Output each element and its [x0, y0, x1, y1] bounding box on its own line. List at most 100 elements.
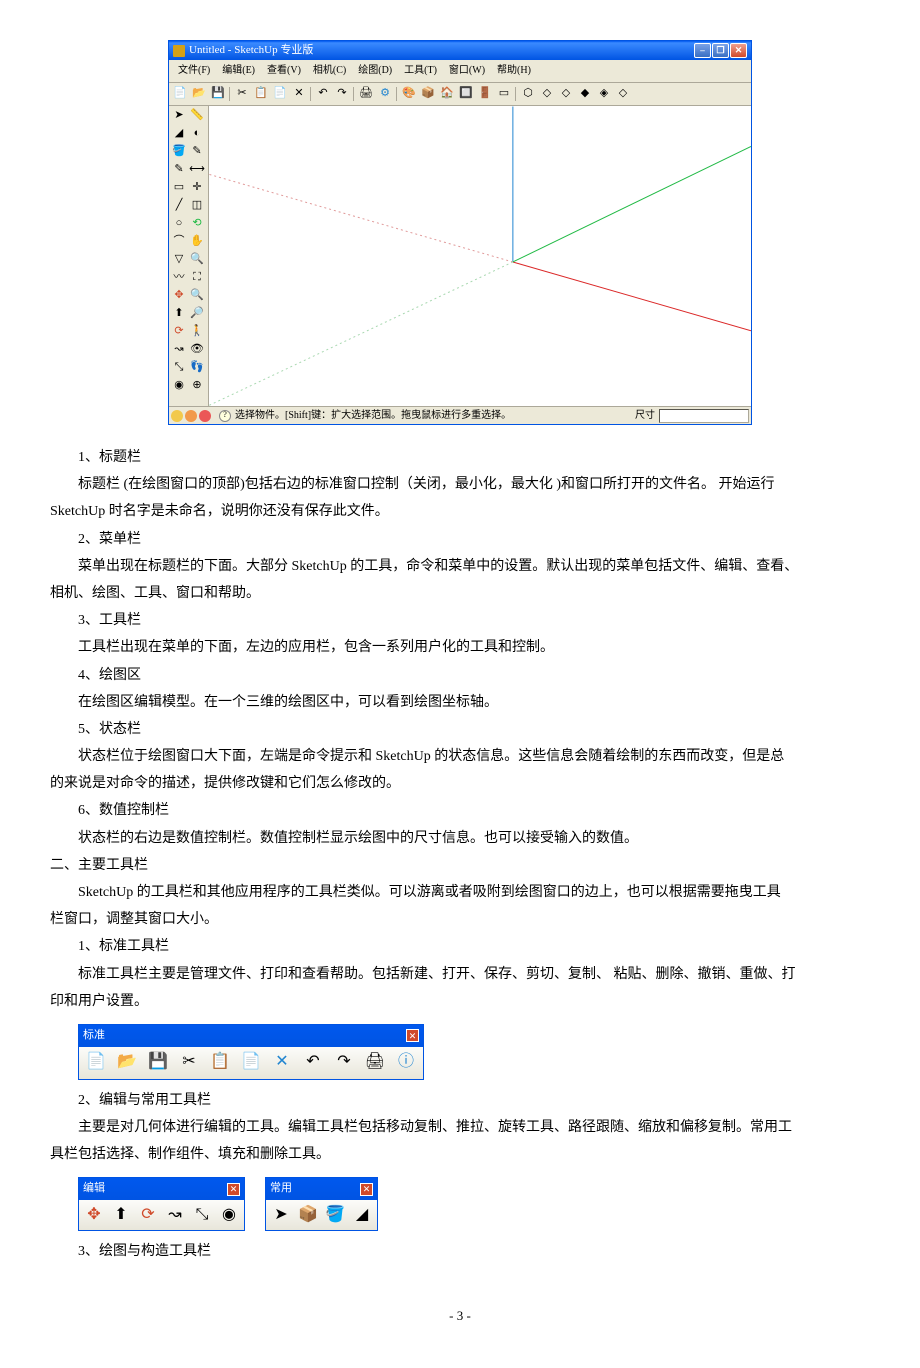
- info-icon[interactable]: ⓘ: [391, 1049, 421, 1077]
- view-icon[interactable]: ◇: [614, 85, 632, 103]
- copy-icon[interactable]: 📋: [205, 1049, 235, 1077]
- cut-icon[interactable]: ✂: [174, 1049, 204, 1077]
- cut-icon[interactable]: ✂: [233, 85, 251, 103]
- menu-draw[interactable]: 绘图(D): [353, 61, 397, 81]
- walk-icon[interactable]: 🚶: [188, 323, 206, 341]
- move-icon[interactable]: ✥: [170, 287, 188, 305]
- zoom-icon[interactable]: 🔍: [188, 251, 206, 269]
- rect-icon[interactable]: ▭: [170, 179, 188, 197]
- measure-input[interactable]: [659, 409, 749, 423]
- section-icon[interactable]: ◫: [188, 197, 206, 215]
- undo-icon[interactable]: ↶: [298, 1049, 328, 1077]
- layer-icon[interactable]: ▭: [495, 85, 513, 103]
- protractor-icon[interactable]: ◐: [188, 125, 206, 143]
- paste-icon[interactable]: 📄: [236, 1049, 266, 1077]
- paint-icon[interactable]: 🪣: [322, 1202, 348, 1228]
- zoom-ext-icon[interactable]: ⛶: [188, 269, 206, 287]
- new-icon[interactable]: 📄: [171, 85, 189, 103]
- look-icon[interactable]: 👁: [188, 341, 206, 359]
- follow-icon[interactable]: ↝: [162, 1202, 188, 1228]
- paste-icon[interactable]: 📄: [271, 85, 289, 103]
- redo-icon[interactable]: ↷: [329, 1049, 359, 1077]
- toolbar-title: 编辑: [83, 1179, 105, 1199]
- menu-window[interactable]: 窗口(W): [444, 61, 490, 81]
- tape-icon[interactable]: 📏: [188, 107, 206, 125]
- circle-icon[interactable]: ○: [170, 215, 188, 233]
- side-icon[interactable]: ◆: [576, 85, 594, 103]
- line-icon[interactable]: ╱: [170, 197, 188, 215]
- freehand-icon[interactable]: 〰: [170, 269, 188, 287]
- save-icon[interactable]: 💾: [143, 1049, 173, 1077]
- paint-icon[interactable]: 🎨: [400, 85, 418, 103]
- next-icon[interactable]: 🔎: [188, 305, 206, 323]
- follow-icon[interactable]: ↝: [170, 341, 188, 359]
- eraser-icon[interactable]: ◢: [170, 125, 188, 143]
- redo-icon[interactable]: ↷: [333, 85, 351, 103]
- document-body: 1、标题栏 标题栏 (在绘图窗口的顶部)包括右边的标准窗口控制（关闭，最小化，最…: [50, 445, 870, 1264]
- home-icon[interactable]: 🏠: [438, 85, 456, 103]
- copy-icon[interactable]: 📋: [252, 85, 270, 103]
- door-icon[interactable]: 🚪: [476, 85, 494, 103]
- top-icon[interactable]: ◇: [538, 85, 556, 103]
- open-icon[interactable]: 📂: [190, 85, 208, 103]
- menu-file[interactable]: 文件(F): [173, 61, 215, 81]
- status-dot-3[interactable]: [199, 410, 211, 422]
- scale-icon[interactable]: ⤡: [170, 359, 188, 377]
- eraser-icon[interactable]: ◢: [349, 1202, 375, 1228]
- new-icon[interactable]: 📄: [81, 1049, 111, 1077]
- minimize-button[interactable]: –: [694, 43, 711, 58]
- toolbar-close-icon[interactable]: ✕: [227, 1183, 240, 1196]
- menu-help[interactable]: 帮助(H): [492, 61, 536, 81]
- text-icon[interactable]: ✎: [188, 143, 206, 161]
- push-icon[interactable]: ⬆: [108, 1202, 134, 1228]
- menu-view[interactable]: 查看(V): [262, 61, 306, 81]
- paint-icon[interactable]: 🪣: [170, 143, 188, 161]
- drawing-canvas[interactable]: [209, 106, 751, 406]
- iso-icon[interactable]: ⬡: [519, 85, 537, 103]
- poly-icon[interactable]: ▽: [170, 251, 188, 269]
- push-icon[interactable]: ⬆: [170, 305, 188, 323]
- maximize-button[interactable]: ❐: [712, 43, 729, 58]
- toolbar-close-icon[interactable]: ✕: [406, 1029, 419, 1042]
- front-icon[interactable]: ◇: [557, 85, 575, 103]
- component-icon[interactable]: 📦: [419, 85, 437, 103]
- select-icon[interactable]: ➤: [170, 107, 188, 125]
- menu-camera[interactable]: 相机(C): [308, 61, 351, 81]
- orbit-icon[interactable]: ⟲: [188, 215, 206, 233]
- open-icon[interactable]: 📂: [112, 1049, 142, 1077]
- close-button[interactable]: ✕: [730, 43, 747, 58]
- para: 标题栏 (在绘图窗口的顶部)包括右边的标准窗口控制（关闭，最小化，最大化 )和窗…: [50, 472, 870, 497]
- status-dot-1[interactable]: [171, 410, 183, 422]
- rotate-icon[interactable]: ⟳: [170, 323, 188, 341]
- move-icon[interactable]: ✥: [81, 1202, 107, 1228]
- menu-tools[interactable]: 工具(T): [399, 61, 442, 81]
- print-icon[interactable]: 🖨: [357, 85, 375, 103]
- toolbar-close-TB-icon[interactable]: ✕: [360, 1183, 373, 1196]
- offset-icon[interactable]: ◉: [170, 377, 188, 395]
- undo-icon[interactable]: ↶: [314, 85, 332, 103]
- para: 主要是对几何体进行编辑的工具。编辑工具栏包括移动复制、推拉、旋转工具、路径跟随、…: [50, 1115, 870, 1140]
- scale-icon[interactable]: ⤡: [189, 1202, 215, 1228]
- save-icon[interactable]: 💾: [209, 85, 227, 103]
- select-icon[interactable]: ➤: [268, 1202, 294, 1228]
- window-icon[interactable]: 🔲: [457, 85, 475, 103]
- status-dot-2[interactable]: [185, 410, 197, 422]
- offset-icon[interactable]: ◉: [216, 1202, 242, 1228]
- dim-icon[interactable]: ⟷: [188, 161, 206, 179]
- nav-icon[interactable]: ⊕: [188, 377, 206, 395]
- prev-icon[interactable]: 🔍: [188, 287, 206, 305]
- persp-icon[interactable]: ◈: [595, 85, 613, 103]
- print-icon[interactable]: 🖨: [360, 1049, 390, 1077]
- position-icon[interactable]: 👣: [188, 359, 206, 377]
- settings-icon[interactable]: ⚙: [376, 85, 394, 103]
- rotate-icon[interactable]: ⟳: [135, 1202, 161, 1228]
- pencil-icon[interactable]: ✎: [170, 161, 188, 179]
- component-icon[interactable]: 📦: [295, 1202, 321, 1228]
- delete-icon[interactable]: ✕: [267, 1049, 297, 1077]
- delete-icon[interactable]: ✕: [290, 85, 308, 103]
- arc-icon[interactable]: ⌒: [170, 233, 188, 251]
- pan-icon[interactable]: ✋: [188, 233, 206, 251]
- heading: 2、菜单栏: [50, 527, 870, 552]
- axes-icon[interactable]: ✛: [188, 179, 206, 197]
- menu-edit[interactable]: 编辑(E): [217, 61, 260, 81]
